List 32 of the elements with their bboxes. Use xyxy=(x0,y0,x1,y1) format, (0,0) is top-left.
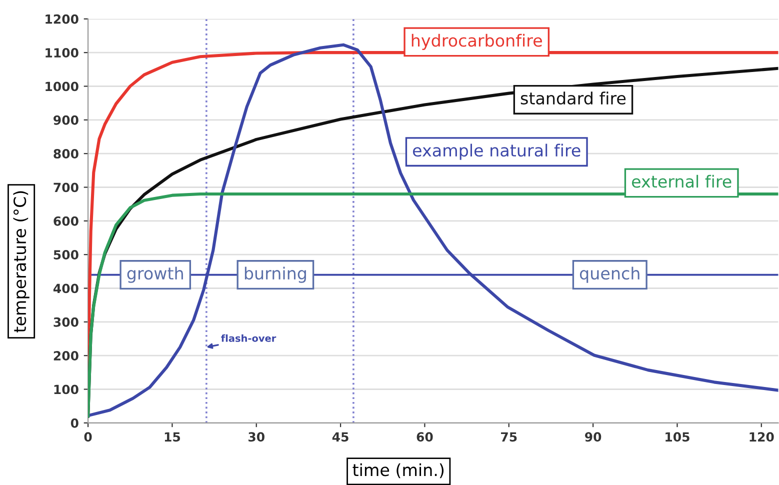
y-tick-label: 400 xyxy=(53,284,78,294)
y-tick-label: 1100 xyxy=(46,48,78,58)
y-axis-title: temperature (°C) xyxy=(13,191,30,332)
y-tick-label: 600 xyxy=(54,216,78,226)
y-tick-label: 200 xyxy=(54,351,78,361)
y-tick-label: 1000 xyxy=(46,82,78,92)
y-tick-label: 300 xyxy=(54,317,78,327)
x-tick-label: 45 xyxy=(332,432,348,442)
annotation: quench xyxy=(580,266,640,283)
y-tick-label: 800 xyxy=(54,149,78,159)
x-tick-label: 75 xyxy=(501,432,517,442)
x-tick-label: 60 xyxy=(416,432,433,442)
y-tick-label: 500 xyxy=(54,250,78,260)
annotation: burning xyxy=(244,266,306,283)
series-label: example natural fire xyxy=(412,144,580,160)
x-tick-label: 105 xyxy=(666,432,690,442)
annotation: growth xyxy=(127,266,183,283)
y-tick-label: 900 xyxy=(54,115,78,125)
x-tick-label: 90 xyxy=(584,432,602,442)
x-tick-label: 15 xyxy=(164,432,180,442)
x-axis-title: time (min.) xyxy=(352,463,444,478)
series-label: hydrocarbonfire xyxy=(412,34,542,50)
series-label: standard fire xyxy=(520,92,626,105)
x-tick-label: 0 xyxy=(84,432,92,442)
y-tick-label: 100 xyxy=(54,384,78,394)
y-tick-label: 1200 xyxy=(46,14,78,24)
y-tick-label: 700 xyxy=(54,182,78,192)
x-tick-label: 30 xyxy=(248,432,264,442)
x-tick-label: 120 xyxy=(750,432,774,442)
series-label: external fire xyxy=(632,174,732,188)
y-tick-label: 0 xyxy=(70,418,78,428)
annotation: flash-over xyxy=(221,334,276,342)
